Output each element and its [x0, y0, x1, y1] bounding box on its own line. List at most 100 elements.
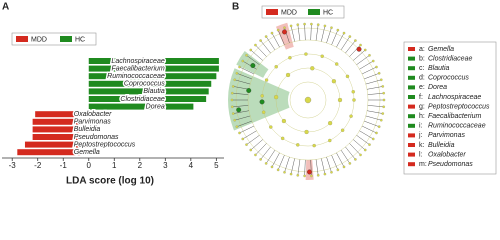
clade-branch — [239, 125, 255, 134]
clade-branch — [265, 36, 276, 51]
clade-node — [238, 131, 241, 135]
clade-biomarker — [356, 46, 362, 52]
clade-branch — [345, 146, 356, 160]
clade-branch — [326, 157, 332, 173]
legend-letter: d: — [419, 75, 425, 82]
clade-node — [330, 170, 333, 174]
bar — [35, 111, 89, 118]
clade-node — [342, 165, 346, 169]
clade-node — [235, 71, 239, 75]
clade-node — [354, 39, 357, 42]
clade-node — [304, 129, 309, 135]
clade-branch — [340, 36, 351, 51]
clade-node — [363, 48, 367, 52]
clade-node — [231, 91, 234, 95]
clade-node — [296, 23, 300, 26]
clade-branch — [297, 159, 301, 176]
legend-letter: j: — [418, 132, 423, 139]
clade-branch — [234, 79, 251, 85]
clade-node — [342, 31, 346, 35]
clade-node — [354, 158, 357, 161]
legend-letter: f: — [419, 94, 423, 101]
clade-node — [238, 65, 241, 69]
clade-node — [283, 170, 286, 174]
legend-item: Bulleidia — [428, 142, 455, 149]
clade-node — [270, 165, 274, 169]
bar — [32, 126, 89, 133]
clade-node — [289, 24, 293, 28]
legend-swatch — [408, 95, 415, 99]
x-tick-label: 2 — [138, 161, 143, 170]
clade-branch — [321, 25, 326, 42]
clade-node — [264, 162, 268, 165]
clade-node — [241, 137, 245, 141]
bar-label: Gemella — [74, 149, 100, 156]
clade-node — [330, 26, 333, 30]
clade-node — [310, 22, 313, 26]
clade-node — [331, 79, 336, 84]
clade-node — [283, 26, 286, 30]
clade-node — [254, 153, 257, 157]
clade-branch — [359, 60, 374, 70]
clade-node — [359, 153, 362, 157]
clade-node — [245, 143, 248, 146]
clade-node — [368, 143, 371, 146]
clade-node — [289, 172, 293, 176]
clade-node — [348, 162, 352, 165]
clade-node — [245, 54, 248, 57]
clade-node — [316, 174, 320, 177]
legend-swatch — [408, 143, 415, 147]
x-tick-label: 5 — [214, 161, 219, 170]
clade-branch — [233, 86, 249, 90]
clade-node — [288, 56, 292, 60]
clade-biomarker — [259, 99, 265, 105]
bar — [88, 88, 209, 95]
clade-node — [270, 31, 274, 35]
bar-label: Clostridiaceae — [120, 96, 164, 103]
clade-biomarker — [250, 63, 256, 69]
bar — [17, 149, 89, 156]
clade-biomarker — [236, 107, 242, 113]
bar-label: Pseudomonas — [74, 134, 119, 141]
legend-swatch — [408, 114, 415, 119]
x-axis-title: LDA score (log 10) — [66, 176, 154, 187]
clade-branch — [290, 158, 295, 175]
clade-node — [328, 138, 332, 143]
legend-frame — [261, 5, 345, 19]
bar — [88, 96, 207, 102]
clade-node — [274, 65, 278, 69]
bar-label: Parvimonas — [74, 119, 111, 126]
clade-branch — [336, 32, 345, 48]
clade-node — [304, 52, 308, 56]
legend-item: Pseudomonas — [428, 161, 473, 168]
clade-biomarker — [282, 29, 287, 35]
clade-branch — [304, 24, 306, 41]
clade-node — [303, 22, 306, 26]
clade-node — [337, 97, 343, 103]
clade-node — [349, 114, 353, 118]
clade-branch — [356, 135, 370, 145]
legend-letter: c: — [419, 65, 425, 72]
legend-letter: k: — [419, 142, 425, 149]
bar — [88, 80, 212, 87]
clade-node — [345, 74, 350, 79]
x-tick-label: 1 — [112, 161, 117, 170]
clade-node — [316, 23, 320, 26]
clade-branch — [236, 73, 252, 80]
legend-item: Ruminococcaceae — [428, 123, 486, 130]
clade-node — [382, 98, 386, 102]
clade-branch — [271, 152, 280, 168]
x-tick-label: -2 — [34, 161, 42, 170]
bar — [88, 73, 217, 80]
clade-node — [274, 95, 279, 100]
clade-branch — [367, 110, 383, 114]
clade-node — [233, 118, 237, 122]
clade-node — [276, 28, 280, 32]
legend-swatch — [408, 85, 415, 90]
clade-node — [231, 112, 235, 115]
clade-node — [377, 125, 381, 129]
clade-node — [269, 125, 273, 129]
clade-branch — [349, 143, 361, 156]
clade-branch — [310, 24, 312, 41]
clade-branch — [232, 92, 249, 95]
